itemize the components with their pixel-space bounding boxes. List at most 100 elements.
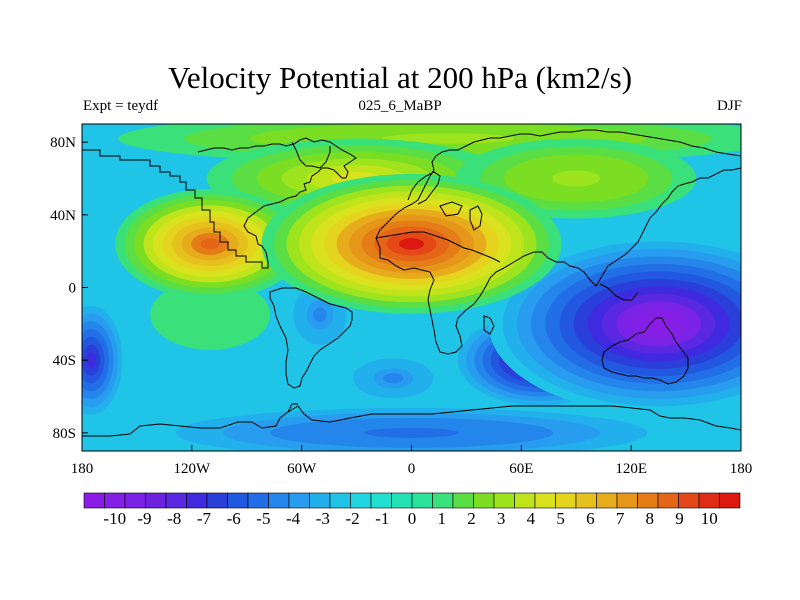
colorbar-label: -8 xyxy=(167,509,181,528)
colorbar-label: 1 xyxy=(437,509,446,528)
coastline-eurasia-north xyxy=(375,129,741,258)
colorbar-swatch xyxy=(206,492,228,509)
colorbar-swatch xyxy=(370,492,392,509)
colorbar-swatch xyxy=(329,492,351,509)
coastline-madagascar xyxy=(483,315,495,335)
y-tick-label: 80N xyxy=(50,135,76,151)
colorbar-swatch xyxy=(145,492,167,509)
coastlines xyxy=(82,129,741,437)
colorbar-swatch xyxy=(124,492,146,509)
colorbar-swatch xyxy=(227,492,249,509)
y-tick-label: 40S xyxy=(53,353,76,369)
coastline-indonesia xyxy=(599,283,639,301)
contour-eurasia-north-africa-high-11 xyxy=(399,238,424,250)
coastline-greenland xyxy=(291,141,331,169)
colorbar-swatch xyxy=(534,492,556,509)
x-tick-label: 180 xyxy=(730,461,753,477)
coastline-antarctica xyxy=(82,405,741,437)
colorbar-swatch xyxy=(575,492,597,509)
colorbar-label: 10 xyxy=(701,509,718,528)
y-tick-label: 80S xyxy=(53,426,76,442)
x-tick-label: 120W xyxy=(173,461,211,477)
colorbar-swatch xyxy=(432,492,454,509)
colorbar-label: -3 xyxy=(316,509,330,528)
colorbar-label: 6 xyxy=(586,509,595,528)
colorbar-swatch xyxy=(288,492,310,509)
colorbar-swatch xyxy=(186,492,208,509)
colorbar-label: -10 xyxy=(103,509,126,528)
colorbar-label: 8 xyxy=(646,509,655,528)
plot-title: Velocity Potential at 200 hPa (km2/s) xyxy=(167,60,633,95)
coastline-south-america xyxy=(269,287,353,389)
colorbar-swatch xyxy=(350,492,372,509)
colorbar-swatch xyxy=(104,492,126,509)
colorbar-swatch xyxy=(83,492,105,509)
x-tick-label: 180 xyxy=(71,461,94,477)
colorbar-label: -7 xyxy=(197,509,212,528)
contour-south-america-low-5 xyxy=(313,307,327,323)
colorbar-swatch xyxy=(473,492,495,509)
y-tick-label: 0 xyxy=(69,281,77,297)
y-axis-ticks: 80N 40N 0 40S 80S xyxy=(50,135,88,442)
contour-south-atlantic-low-5 xyxy=(383,373,404,384)
colorbar-label: -4 xyxy=(286,509,301,528)
coastline-mediterranean xyxy=(375,231,501,263)
contour-east-pacific-low-8 xyxy=(86,352,96,368)
colorbar-label: 4 xyxy=(527,509,536,528)
colorbar-swatch xyxy=(452,492,474,509)
colorbar-swatch xyxy=(391,492,413,509)
contour-north-america-high-9 xyxy=(200,238,220,250)
colorbar-swatch xyxy=(493,492,515,509)
contour-southeast-pacific-high-2 xyxy=(190,303,231,327)
x-axis-ticks: 180 120W 60W 0 60E 120E 180 xyxy=(71,445,753,477)
colorbar-swatch xyxy=(596,492,618,509)
season-label: DJF xyxy=(716,98,742,114)
coastline-caspian xyxy=(469,205,483,231)
contour-west-pacific-low-11 xyxy=(644,316,673,332)
y-tick-label: 40N xyxy=(50,208,76,224)
colorbar-label: -5 xyxy=(256,509,270,528)
colorbar-swatch xyxy=(268,492,290,509)
colorbar-swatch xyxy=(616,492,638,509)
colorbar-label: 7 xyxy=(616,509,625,528)
colorbar-swatch xyxy=(309,492,331,509)
colorbar: -10 -9 -8 -7 -6 -5 -4 -3 -2 -1 0 1 2 3 4 5 6 7 8 9 10 xyxy=(83,492,741,528)
colorbar-label: 2 xyxy=(467,509,476,528)
colorbar-swatch xyxy=(247,492,269,509)
colorbar-swatch xyxy=(657,492,679,509)
x-tick-label: 60E xyxy=(509,461,533,477)
colorbar-swatch xyxy=(698,492,720,509)
case-label: 025_6_MaBP xyxy=(358,98,442,114)
coastline-antarctic-peninsula xyxy=(287,403,298,413)
colorbar-label: -9 xyxy=(137,509,151,528)
contour-siberia-high-4 xyxy=(552,170,601,187)
contour-arctic-high-4 xyxy=(382,133,515,144)
colorbar-label: 3 xyxy=(497,509,506,528)
coastline-australia xyxy=(601,317,689,385)
colorbar-label: -1 xyxy=(375,509,389,528)
colorbar-swatch xyxy=(514,492,536,509)
colorbar-swatch xyxy=(165,492,187,509)
colorbar-swatch xyxy=(637,492,659,509)
colorbar-label: -2 xyxy=(345,509,359,528)
colorbar-swatch xyxy=(555,492,577,509)
coastline-scandinavia xyxy=(407,171,441,205)
contour-southern-ocean-low-6 xyxy=(364,427,459,438)
x-tick-label: 0 xyxy=(408,461,416,477)
colorbar-label: 5 xyxy=(556,509,565,528)
coastline-africa xyxy=(379,257,505,355)
colorbar-swatch xyxy=(678,492,700,509)
x-tick-label: 60W xyxy=(287,461,317,477)
coastline-eurasia xyxy=(503,167,741,287)
colorbar-label: -6 xyxy=(227,509,241,528)
coastline-black-sea xyxy=(439,201,463,217)
colorbar-swatch xyxy=(719,492,741,509)
colorbar-label: 9 xyxy=(675,509,684,528)
coastline-north-america xyxy=(82,137,357,269)
colorbar-swatch xyxy=(411,492,433,509)
velocity-potential-field xyxy=(82,124,741,451)
colorbar-label: 0 xyxy=(408,509,417,528)
experiment-label: Expt = teydf xyxy=(83,98,159,114)
x-tick-label: 120E xyxy=(615,461,647,477)
